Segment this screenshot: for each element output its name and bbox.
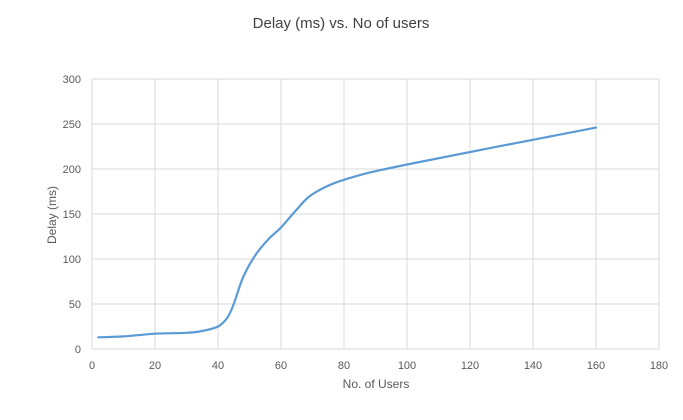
x-tick-label: 20 bbox=[149, 360, 161, 372]
chart-title: Delay (ms) vs. No of users bbox=[253, 15, 430, 32]
data-point-10 bbox=[267, 238, 269, 240]
data-point-12 bbox=[296, 208, 298, 210]
x-tick-label: 80 bbox=[338, 360, 350, 372]
series-group bbox=[97, 126, 598, 339]
y-axis-ticks: 0 50 100 150 200 250 300 bbox=[63, 74, 81, 356]
gridlines bbox=[91, 78, 660, 350]
x-tick-label: 160 bbox=[587, 360, 605, 372]
data-point-15 bbox=[406, 163, 408, 165]
data-point-2 bbox=[154, 333, 156, 335]
data-point-1 bbox=[122, 335, 124, 337]
x-axis-ticks: 0 20 40 60 80 100 120 140 160 180 bbox=[89, 360, 668, 372]
y-tick-label: 50 bbox=[69, 299, 81, 311]
data-point-3 bbox=[185, 332, 187, 334]
y-tick-label: 300 bbox=[63, 74, 81, 86]
x-tick-label: 40 bbox=[212, 360, 224, 372]
data-point-8 bbox=[242, 276, 244, 278]
x-tick-label: 0 bbox=[89, 360, 95, 372]
y-tick-label: 100 bbox=[63, 254, 81, 266]
y-tick-label: 250 bbox=[63, 119, 81, 131]
x-tick-label: 140 bbox=[524, 360, 542, 372]
data-point-13 bbox=[311, 193, 313, 195]
x-tick-label: 100 bbox=[398, 360, 416, 372]
data-point-5 bbox=[217, 325, 219, 327]
data-point-0 bbox=[97, 336, 99, 338]
y-tick-label: 200 bbox=[63, 164, 81, 176]
data-point-7 bbox=[233, 303, 235, 305]
data-point-9 bbox=[255, 253, 257, 255]
data-point-11 bbox=[280, 226, 282, 228]
y-tick-label: 0 bbox=[75, 344, 81, 356]
data-point-6 bbox=[226, 316, 228, 318]
data-point-16 bbox=[595, 127, 597, 129]
x-tick-label: 60 bbox=[275, 360, 287, 372]
data-point-14 bbox=[343, 179, 345, 181]
y-axis-title: Delay (ms) bbox=[45, 186, 59, 244]
x-tick-label: 120 bbox=[461, 360, 479, 372]
x-axis-title: No. of Users bbox=[343, 377, 410, 391]
data-point-4 bbox=[201, 330, 203, 332]
series-line-0 bbox=[97, 126, 598, 339]
x-tick-label: 180 bbox=[650, 360, 668, 372]
y-tick-label: 150 bbox=[63, 209, 81, 221]
